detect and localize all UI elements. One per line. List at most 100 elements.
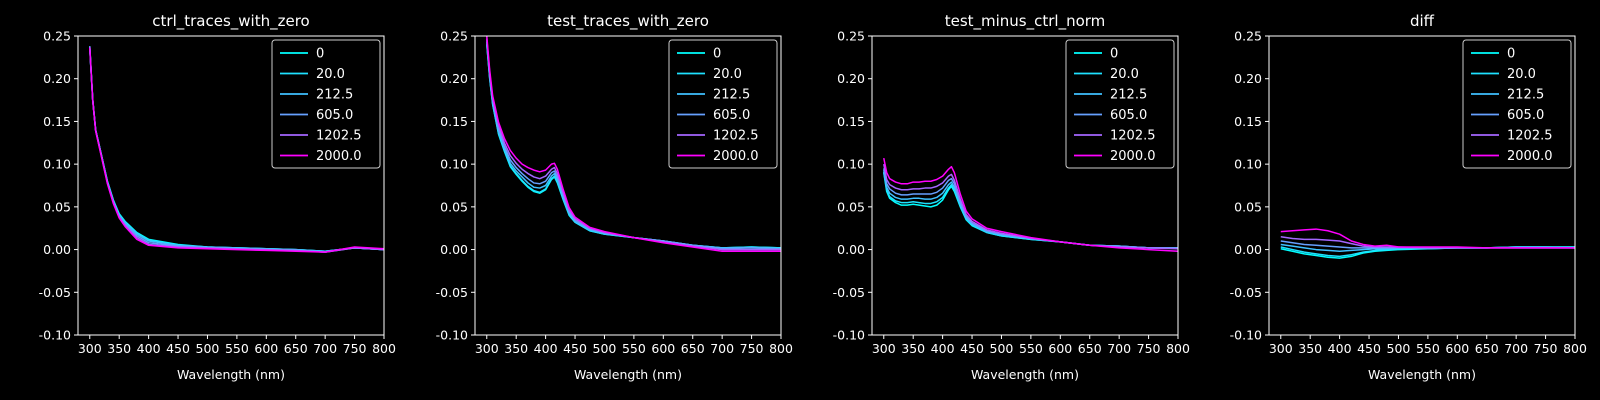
x-tick-label: 800: [372, 341, 396, 356]
x-tick-label: 500: [990, 341, 1014, 356]
y-tick-label: 0.00: [440, 242, 468, 257]
y-tick-label: 0.15: [1234, 114, 1262, 129]
legend-entry-label: 2000.0: [1110, 149, 1156, 164]
x-tick-label: 650: [284, 341, 308, 356]
plot-area: 300 350 400 450 500 550 600 650 700 750 800 -0.10 -0…: [1230, 29, 1587, 357]
y-tick-label: 0.00: [837, 242, 865, 257]
series-lines: [486, 35, 782, 253]
x-tick-label: 600: [1048, 341, 1072, 356]
y-tick-label: 0.10: [1234, 157, 1262, 172]
y-tick-label: 0.10: [837, 157, 865, 172]
x-tick-label: 700: [1107, 341, 1131, 356]
x-tick-label: 300: [78, 341, 102, 356]
y-tick-label: 0.00: [1234, 242, 1262, 257]
x-tick-label: 400: [931, 341, 955, 356]
chart-title: ctrl_traces_with_zero: [152, 12, 309, 31]
x-axis-label: Wavelength (nm): [574, 367, 682, 382]
legend-entry-label: 605.0: [713, 108, 750, 123]
y-tick-label: 0.25: [837, 29, 865, 44]
legend-entry-label: 20.0: [713, 67, 742, 82]
chart-panel-ctrl-traces: ctrl_traces_with_zero 300 350 400 450 500 550…: [39, 12, 396, 382]
x-tick-label: 400: [1328, 341, 1352, 356]
x-tick-label: 600: [254, 341, 278, 356]
chart-panel-test-traces: test_traces_with_zero 300 350 400 450 500 550…: [436, 12, 793, 382]
x-tick-label: 650: [1475, 341, 1499, 356]
x-tick-label: 400: [137, 341, 161, 356]
x-axis-label: Wavelength (nm): [971, 367, 1079, 382]
legend-entry-label: 1202.5: [713, 129, 759, 144]
y-tick-label: 0.20: [1234, 71, 1262, 86]
x-tick-label: 650: [1078, 341, 1102, 356]
y-tick-label: 0.25: [43, 29, 71, 44]
x-tick-label: 550: [622, 341, 646, 356]
legend-box: [668, 39, 778, 169]
x-tick-label: 450: [166, 341, 190, 356]
legend: 0 20.0 212.5 605.0 1202.5 2000.0: [1065, 39, 1175, 169]
y-tick-label: 0.05: [1234, 199, 1262, 214]
plot-frame: [474, 35, 782, 336]
chart-title: diff: [1410, 12, 1435, 30]
y-tick-label: 0.10: [440, 157, 468, 172]
legend-entry-label: 0: [1507, 47, 1515, 62]
y-tick-label: -0.05: [1230, 285, 1262, 300]
legend-entry-label: 20.0: [1507, 67, 1536, 82]
x-tick-label: 550: [1416, 341, 1440, 356]
x-tick-label: 400: [534, 341, 558, 356]
legend-entry-label: 2000.0: [316, 149, 362, 164]
y-tick-label: -0.05: [436, 285, 468, 300]
legend-entry-label: 212.5: [713, 88, 750, 103]
y-tick-label: 0.15: [43, 114, 71, 129]
y-tick-label: -0.10: [833, 328, 865, 343]
plot-frame: [1268, 35, 1576, 336]
series-lines: [1280, 228, 1576, 259]
plot-area: 300 350 400 450 500 550 600 650 700 750 800 -0.10 -0…: [39, 29, 396, 357]
x-tick-label: 700: [1504, 341, 1528, 356]
legend: 0 20.0 212.5 605.0 1202.5 2000.0: [1462, 39, 1572, 169]
y-tick-label: -0.05: [833, 285, 865, 300]
y-tick-label: 0.05: [43, 199, 71, 214]
x-tick-label: 750: [1534, 341, 1558, 356]
x-tick-label: 350: [504, 341, 528, 356]
x-tick-label: 800: [1563, 341, 1587, 356]
y-tick-label: 0.25: [1234, 29, 1262, 44]
x-tick-label: 750: [343, 341, 367, 356]
legend-entry-label: 212.5: [316, 88, 353, 103]
legend-entry-label: 0: [713, 47, 721, 62]
legend-entry-label: 20.0: [316, 67, 345, 82]
legend-entry-label: 1202.5: [316, 129, 362, 144]
x-tick-label: 600: [651, 341, 675, 356]
x-tick-label: 700: [313, 341, 337, 356]
series-line-5: [89, 47, 385, 253]
x-tick-label: 300: [1269, 341, 1293, 356]
series-lines: [89, 46, 385, 253]
legend-entry-label: 212.5: [1507, 88, 1544, 103]
x-tick-label: 550: [1019, 341, 1043, 356]
y-tick-label: 0.15: [440, 114, 468, 129]
legend-entry-label: 605.0: [1110, 108, 1147, 123]
legend-entry-label: 1202.5: [1110, 129, 1156, 144]
x-tick-label: 450: [563, 341, 587, 356]
y-tick-label: 0.00: [43, 242, 71, 257]
y-tick-label: -0.10: [1230, 328, 1262, 343]
legend-entry-label: 20.0: [1110, 67, 1139, 82]
chart-title: test_traces_with_zero: [547, 12, 709, 31]
y-tick-label: 0.15: [837, 114, 865, 129]
x-tick-label: 350: [901, 341, 925, 356]
x-tick-label: 300: [872, 341, 896, 356]
legend-box: [1462, 39, 1572, 169]
chart-panel-test-minus-ctrl: test_minus_ctrl_norm 300 350 400 450 500 550 6…: [833, 12, 1190, 382]
legend-entry-label: 0: [1110, 47, 1118, 62]
y-tick-label: 0.05: [440, 199, 468, 214]
y-tick-label: -0.05: [39, 285, 71, 300]
x-axis-label: Wavelength (nm): [1368, 367, 1476, 382]
x-tick-label: 750: [1137, 341, 1161, 356]
y-tick-label: -0.10: [39, 328, 71, 343]
plot-area: 300 350 400 450 500 550 600 650 700 750 800 -0.10 -0…: [833, 29, 1190, 357]
legend-entry-label: 605.0: [1507, 108, 1544, 123]
y-tick-label: 0.20: [43, 71, 71, 86]
x-tick-label: 500: [196, 341, 220, 356]
x-tick-label: 700: [710, 341, 734, 356]
legend-entry-label: 2000.0: [713, 149, 759, 164]
y-tick-label: 0.20: [440, 71, 468, 86]
